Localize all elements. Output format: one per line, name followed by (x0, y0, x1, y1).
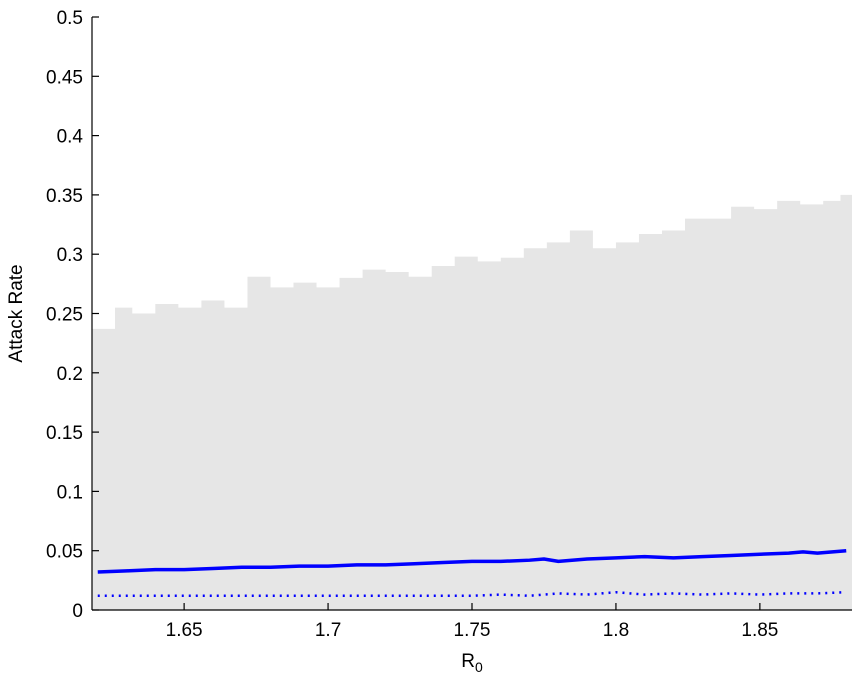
y-tick-label: 0.25 (46, 305, 83, 326)
x-axis-label-subscript: 0 (475, 659, 483, 675)
x-axis-label: R0 (461, 651, 483, 675)
shaded-band (92, 185, 852, 611)
plot-area (92, 185, 852, 611)
y-tick-label: 0 (72, 601, 83, 622)
x-tick-label: 1.75 (454, 620, 491, 641)
dotted-series-line (97, 590, 847, 598)
y-tick-label: 0.4 (57, 127, 84, 148)
y-tick-label: 0.5 (57, 8, 83, 29)
y-tick-label: 0.3 (57, 245, 83, 266)
y-tick-label: 0.45 (46, 67, 83, 88)
x-tick-label: 1.65 (166, 620, 203, 641)
y-tick-label: 0.1 (57, 482, 83, 503)
x-tick-label: 1.8 (603, 620, 629, 641)
y-tick-label: 0.2 (57, 364, 83, 385)
y-axis-label: Attack Rate (6, 264, 27, 362)
y-tick-label: 0.15 (46, 423, 83, 444)
ticks: 0 0.05 0.1 0.15 0.2 0.25 0.3 0.35 0.4 0.45 0.5 1.65… (46, 8, 778, 641)
y-tick-label: 0.35 (46, 186, 83, 207)
solid-series-line (97, 548, 847, 574)
y-tick-label: 0.05 (46, 542, 83, 563)
x-tick-label: 1.85 (741, 620, 778, 641)
x-tick-label: 1.7 (315, 620, 341, 641)
x-axis-label-main: R (461, 651, 475, 672)
